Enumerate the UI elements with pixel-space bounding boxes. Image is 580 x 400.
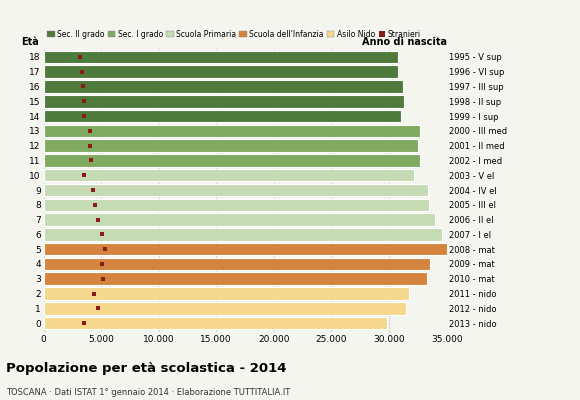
Bar	[44, 302, 406, 315]
Bar	[44, 169, 414, 182]
Bar	[44, 124, 420, 137]
Bar	[44, 317, 387, 330]
Bar	[44, 184, 428, 196]
Bar	[44, 228, 442, 241]
Bar	[44, 95, 404, 108]
Bar	[44, 287, 408, 300]
Bar	[44, 65, 398, 78]
Bar	[44, 50, 398, 63]
Bar	[44, 110, 401, 122]
Bar	[44, 213, 435, 226]
Bar	[44, 198, 429, 211]
Text: Popolazione per età scolastica - 2014: Popolazione per età scolastica - 2014	[6, 362, 287, 375]
Text: Anno di nascita: Anno di nascita	[361, 36, 447, 46]
Bar	[44, 272, 427, 285]
Text: TOSCANA · Dati ISTAT 1° gennaio 2014 · Elaborazione TUTTITALIA.IT: TOSCANA · Dati ISTAT 1° gennaio 2014 · E…	[6, 388, 290, 397]
Bar	[44, 258, 430, 270]
Legend: Sec. II grado, Sec. I grado, Scuola Primaria, Scuola dell'Infanzia, Asilo Nido, : Sec. II grado, Sec. I grado, Scuola Prim…	[48, 30, 421, 38]
Bar	[44, 80, 403, 93]
Bar	[44, 139, 418, 152]
Bar	[44, 154, 420, 167]
Text: Età: Età	[21, 36, 39, 46]
Bar	[44, 243, 447, 256]
